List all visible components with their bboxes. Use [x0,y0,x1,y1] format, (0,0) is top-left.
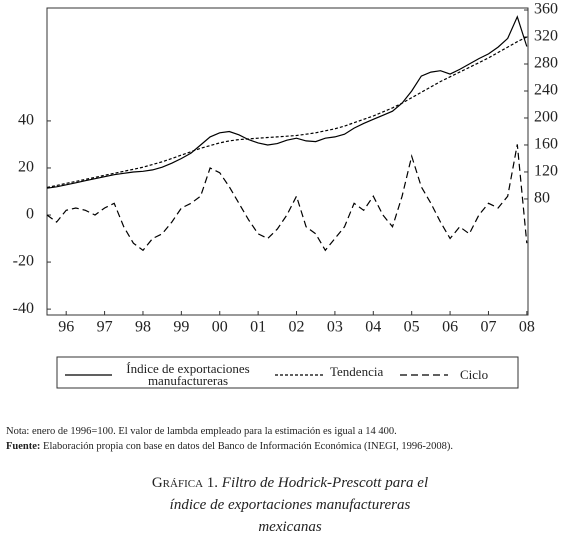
y2-tick-label: 200 [534,109,558,126]
series-line [46,15,528,189]
series-line [46,144,528,252]
y2-tick-label: 120 [534,163,558,180]
x-tick-label: 01 [250,319,266,336]
x-tick-label: 08 [519,319,535,336]
note: Fuente: Elaboración propia con base en d… [6,441,453,452]
x-tick-label: 97 [97,319,113,336]
y-tick-label: -20 [13,253,34,270]
x-tick-label: 00 [212,319,228,336]
x-tick-label: 99 [173,319,189,336]
x-tick-label: 07 [480,319,496,336]
y-tick-label: -40 [13,300,34,317]
legend-label: Ciclo [460,367,489,382]
x-tick-label: 04 [365,319,381,336]
y2-tick-label: 280 [534,55,558,72]
note-text: Elaboración propia con base en datos del… [43,441,453,452]
legend-label: Índice de exportaciones manufactureras [126,361,250,388]
y2-tick-label: 360 [534,1,558,18]
y-tick-label: 20 [18,159,34,176]
x-tick-label: 05 [404,319,420,336]
caption: Gráfica 1. Filtro de Hodrick-Prescott pa… [140,472,440,538]
x-tick-label: 96 [58,319,74,336]
x-tick-label: 06 [442,319,458,336]
y-tick-label: 40 [18,112,34,129]
y2-tick-label: 320 [534,28,558,45]
legend-label: Tendencia [330,364,384,379]
y2-tick-label: 80 [534,190,550,207]
y2-tick-label: 160 [534,136,558,153]
note-text: Nota: enero de 1996=100. El valor de lam… [6,426,397,437]
x-tick-label: 98 [135,319,151,336]
plot-frame [46,7,529,316]
x-tick-label: 03 [327,319,343,336]
y-tick-label: 0 [26,206,34,223]
note-label: Fuente: [6,441,41,452]
note: Nota: enero de 1996=100. El valor de lam… [6,426,397,437]
y2-tick-label: 240 [534,82,558,99]
caption-label: Gráfica 1. [151,475,219,491]
x-tick-label: 02 [289,319,305,336]
page: -40 -20 0 20 40 80 120 160 200 240 280 320 360 96 97 98… [6,0,558,535]
legend-box [56,356,519,389]
series-line [46,36,528,189]
